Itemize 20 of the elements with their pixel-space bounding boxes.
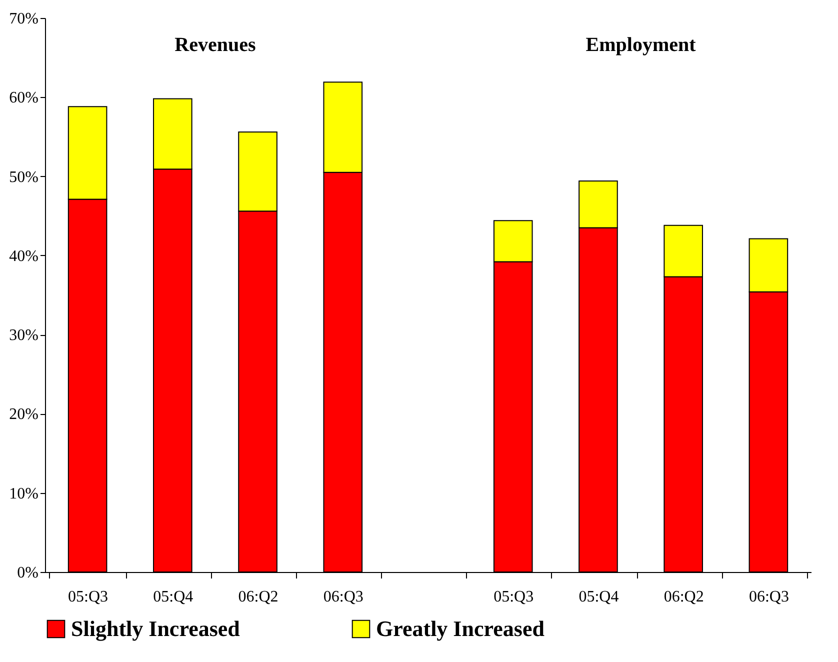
x-tick-label: 05:Q3: [68, 588, 108, 606]
y-tick-label: 40%: [9, 248, 38, 265]
x-tick-label: 05:Q3: [494, 588, 534, 606]
legend-label: Slightly Increased: [71, 616, 240, 641]
annotation: Revenues: [174, 34, 256, 56]
legend-label: Greatly Increased: [376, 616, 544, 641]
x-tick-label: 06:Q3: [323, 588, 364, 606]
x-tick-label: 05:Q4: [153, 588, 194, 606]
y-tick-label: 60%: [9, 90, 38, 107]
x-tick-label: 05:Q4: [578, 588, 619, 606]
y-tick-label: 0%: [17, 564, 38, 582]
y-tick-label: 70%: [9, 10, 38, 28]
annotation: Employment: [586, 34, 696, 56]
y-tick-label: 30%: [9, 327, 38, 344]
y-tick-label: 20%: [9, 406, 38, 424]
y-tick-label: 10%: [9, 485, 38, 502]
x-tick-label: 06:Q2: [664, 588, 704, 606]
x-tick-label: 06:Q2: [238, 588, 278, 606]
y-tick-label: 50%: [9, 168, 38, 186]
x-tick-label: 06:Q3: [748, 588, 789, 606]
